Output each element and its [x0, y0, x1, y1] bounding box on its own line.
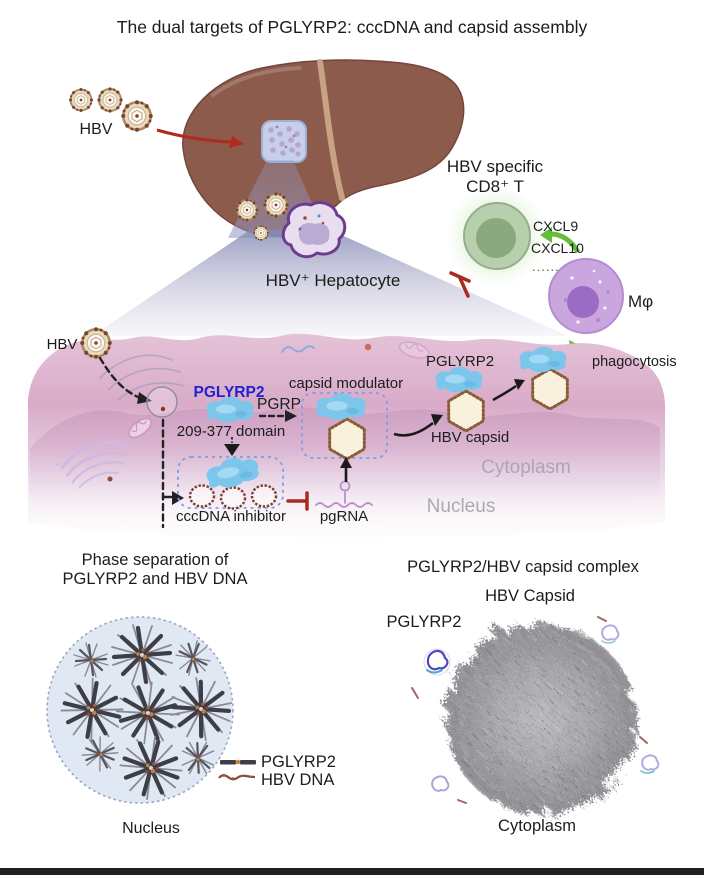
tcell-label-line2: CD8⁺ T	[466, 176, 524, 196]
entry-dashed-arrow	[98, 356, 152, 404]
pglyrp2-bound-proteins	[411, 616, 660, 804]
cxcl10-label: CXCL10	[531, 240, 584, 256]
modulator-to-capsid-arrow	[393, 414, 443, 437]
cd8-tcell	[445, 184, 549, 288]
cccdna-inhibitor-complex	[177, 452, 284, 510]
phase-separation-droplet	[46, 616, 235, 808]
hepatocyte-label: HBV⁺ Hepatocyte	[265, 271, 401, 290]
phase-title-line1: Phase separation of	[81, 551, 229, 569]
capsid-export-arrow	[492, 379, 525, 402]
hbv-capsid-complex-1	[435, 366, 485, 433]
figure-title: The dual targets of PGLYRP2: cccDNA and …	[116, 17, 588, 37]
legend-hbvdna-label: HBV DNA	[261, 771, 335, 789]
tcell-label-line1: HBV specific	[446, 157, 544, 176]
hbv-capsid-label: HBV capsid	[430, 429, 510, 446]
pgrna-inhibition-bar	[286, 491, 309, 511]
pgrp-label: PGRP	[257, 396, 301, 413]
pglyrp2-blue-label: PGLYRP2	[193, 384, 265, 401]
phase-panel-title: Phase separation of PGLYRP2 and HBV DNA	[63, 551, 248, 589]
complex-panel-title: PGLYRP2/HBV capsid complex	[407, 558, 639, 576]
falciform-ligament	[317, 59, 345, 201]
cccdna-inhibitor-label: cccDNA inhibitor	[175, 508, 287, 525]
phase-nucleus-label: Nucleus	[122, 820, 180, 837]
endoplasmic-reticulum	[99, 354, 185, 401]
ellipsis-label: ......	[532, 259, 560, 274]
hbv-label-cell: HBV	[46, 336, 78, 353]
tcell-label: HBV specific CD8⁺ T	[447, 157, 543, 196]
hbv-capsid-complex-2	[519, 346, 569, 411]
mitochondrion	[398, 341, 430, 359]
bottom-bar	[0, 868, 704, 875]
vesicle-dot	[364, 343, 372, 351]
legend-pglyrp2-swatch	[220, 759, 256, 765]
pgrp-dashed-arrow	[258, 410, 297, 422]
phase-title-line2: PGLYRP2 and HBV DNA	[62, 569, 248, 588]
complex-cytoplasm-label: Cytoplasm	[498, 817, 576, 835]
infected-hepatocyte-cell	[281, 201, 347, 259]
cytoplasm-label: Cytoplasm	[481, 457, 571, 478]
cxcl-arrow	[540, 227, 581, 254]
tcell-inhibition-bar	[449, 271, 471, 298]
endosome	[146, 386, 178, 418]
domain-arrow	[224, 437, 240, 456]
infected-liver-patch	[261, 120, 307, 163]
cryoem-capsid-sphere	[439, 617, 631, 809]
vesicle-dot	[107, 476, 113, 482]
pglyrp2-label-right: PGLYRP2	[425, 353, 495, 370]
cxcl9-label: CXCL9	[533, 218, 579, 234]
hbv-label-top: HBV	[79, 121, 113, 138]
macrophage-label: Mφ	[628, 292, 654, 311]
pgrna-label: pgRNA	[319, 508, 369, 525]
complex-pglyrp2-label: PGLYRP2	[386, 613, 462, 631]
liver-entry-arrow	[156, 128, 244, 148]
mitochondrion	[128, 417, 152, 439]
macrophage-cell	[548, 258, 624, 334]
legend-hbvdna-swatch	[218, 774, 256, 781]
nucleus-label: Nucleus	[426, 496, 496, 517]
zoom-funnel-large	[92, 230, 568, 336]
capsid-modulator-label: capsid modulator	[288, 375, 404, 392]
golgi-apparatus	[56, 440, 130, 489]
hbv-virion-entry	[79, 326, 113, 360]
phagocytosis-label: phagocytosis	[592, 354, 677, 370]
rna-squiggle	[281, 345, 315, 353]
pgrna-to-capsid-arrow	[340, 457, 352, 482]
legend-pglyrp2-label: PGLYRP2	[261, 753, 336, 771]
complex-subtitle: HBV Capsid	[485, 587, 575, 605]
domain-label: 209-377 domain	[176, 423, 286, 440]
